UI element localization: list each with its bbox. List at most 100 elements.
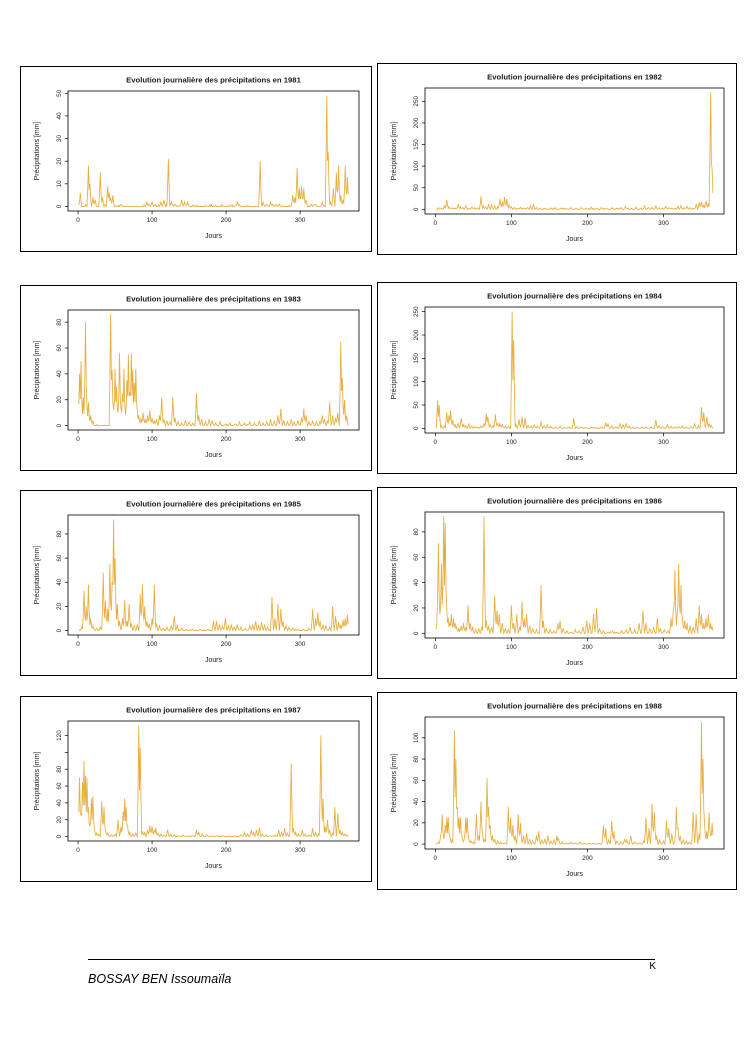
- precip-line-chart-1988-svg: Evolution journalière des précipitations…: [391, 702, 725, 878]
- svg-text:250: 250: [413, 96, 420, 107]
- svg-text:0: 0: [56, 628, 63, 632]
- chart-precipitations-1984: Evolution journalière des précipitations…: [377, 282, 737, 474]
- svg-text:Evolution journalière des préc: Evolution journalière des précipitations…: [126, 76, 301, 85]
- chart-precipitations-1986: Evolution journalière des précipitations…: [377, 487, 737, 679]
- svg-text:20: 20: [56, 396, 63, 404]
- svg-text:200: 200: [582, 439, 593, 446]
- footer-rule: [88, 959, 655, 960]
- svg-text:100: 100: [413, 376, 420, 387]
- svg-text:Jours: Jours: [566, 455, 583, 462]
- precip-line-chart-1982-svg: Evolution journalière des précipitations…: [391, 73, 725, 243]
- svg-text:100: 100: [506, 439, 517, 446]
- precip-line-chart-1984-svg: Evolution journalière des précipitations…: [391, 292, 725, 462]
- svg-text:50: 50: [413, 401, 420, 409]
- svg-text:200: 200: [221, 641, 232, 648]
- svg-text:Jours: Jours: [205, 233, 222, 240]
- svg-text:150: 150: [413, 353, 420, 364]
- svg-text:100: 100: [147, 847, 158, 854]
- svg-text:300: 300: [658, 220, 669, 227]
- svg-text:300: 300: [295, 847, 306, 854]
- svg-text:60: 60: [413, 776, 420, 784]
- svg-text:Evolution journalière des préc: Evolution journalière des précipitations…: [487, 497, 662, 506]
- svg-text:Evolution journalière des préc: Evolution journalière des précipitations…: [487, 73, 662, 82]
- svg-text:Jours: Jours: [205, 657, 222, 664]
- svg-text:20: 20: [56, 816, 63, 824]
- svg-text:60: 60: [413, 553, 420, 561]
- svg-text:300: 300: [658, 855, 669, 862]
- chart-precipitations-1987: Evolution journalière des précipitations…: [20, 696, 372, 882]
- svg-text:50: 50: [413, 184, 420, 192]
- svg-text:Précipitations [mm]: Précipitations [mm]: [34, 752, 41, 811]
- svg-text:10: 10: [56, 180, 63, 188]
- footer-author: BOSSAY BEN Issoumaïla: [88, 972, 232, 986]
- svg-text:200: 200: [582, 644, 593, 651]
- svg-text:100: 100: [147, 641, 158, 648]
- svg-text:Evolution journalière des préc: Evolution journalière des précipitations…: [126, 295, 301, 304]
- svg-text:50: 50: [56, 89, 63, 97]
- svg-text:60: 60: [56, 344, 63, 352]
- svg-text:Précipitations [mm]: Précipitations [mm]: [34, 122, 41, 181]
- svg-text:Jours: Jours: [566, 660, 583, 667]
- svg-text:20: 20: [56, 157, 63, 165]
- svg-text:100: 100: [506, 855, 517, 862]
- footer-page-mark: K: [649, 961, 656, 972]
- svg-text:Jours: Jours: [566, 871, 583, 878]
- svg-text:100: 100: [506, 644, 517, 651]
- svg-text:40: 40: [56, 112, 63, 120]
- svg-text:Précipitations [mm]: Précipitations [mm]: [34, 341, 41, 400]
- svg-text:60: 60: [56, 782, 63, 790]
- svg-text:300: 300: [295, 217, 306, 224]
- svg-text:300: 300: [295, 641, 306, 648]
- svg-text:40: 40: [56, 578, 63, 586]
- svg-text:Evolution journalière des préc: Evolution journalière des précipitations…: [126, 706, 301, 715]
- svg-text:0: 0: [76, 217, 80, 224]
- svg-text:0: 0: [413, 207, 420, 211]
- svg-text:200: 200: [221, 436, 232, 443]
- svg-text:20: 20: [413, 604, 420, 612]
- svg-text:100: 100: [147, 436, 158, 443]
- svg-text:Evolution journalière des préc: Evolution journalière des précipitations…: [487, 702, 662, 711]
- precip-line-chart-1983-svg: Evolution journalière des précipitations…: [34, 295, 360, 459]
- svg-text:Jours: Jours: [205, 863, 222, 870]
- svg-text:40: 40: [413, 579, 420, 587]
- svg-text:40: 40: [413, 798, 420, 806]
- chart-precipitations-1981: Evolution journalière des précipitations…: [20, 66, 372, 252]
- svg-text:80: 80: [413, 755, 420, 763]
- svg-text:200: 200: [413, 329, 420, 340]
- svg-text:Précipitations [mm]: Précipitations [mm]: [391, 754, 398, 813]
- svg-text:0: 0: [76, 847, 80, 854]
- svg-text:40: 40: [56, 799, 63, 807]
- svg-text:0: 0: [413, 631, 420, 635]
- svg-text:0: 0: [434, 220, 438, 227]
- svg-text:Evolution journalière des préc: Evolution journalière des précipitations…: [487, 292, 662, 301]
- svg-text:80: 80: [56, 530, 63, 538]
- svg-text:80: 80: [56, 765, 63, 773]
- svg-text:Précipitations [mm]: Précipitations [mm]: [391, 122, 398, 181]
- svg-text:0: 0: [434, 855, 438, 862]
- svg-text:20: 20: [413, 819, 420, 827]
- svg-text:0: 0: [56, 834, 63, 838]
- precip-line-chart-1986-svg: Evolution journalière des précipitations…: [391, 497, 725, 667]
- chart-precipitations-1985: Evolution journalière des précipitations…: [20, 490, 372, 676]
- svg-text:80: 80: [413, 528, 420, 536]
- svg-text:0: 0: [413, 842, 420, 846]
- svg-text:200: 200: [221, 847, 232, 854]
- svg-text:0: 0: [76, 436, 80, 443]
- svg-text:120: 120: [56, 730, 63, 741]
- svg-text:200: 200: [582, 220, 593, 227]
- precip-line-chart-1981-svg: Evolution journalière des précipitations…: [34, 76, 360, 240]
- svg-text:100: 100: [147, 217, 158, 224]
- svg-text:200: 200: [582, 855, 593, 862]
- svg-text:100: 100: [413, 160, 420, 171]
- chart-precipitations-1983: Evolution journalière des précipitations…: [20, 285, 372, 471]
- svg-text:300: 300: [295, 436, 306, 443]
- svg-text:Jours: Jours: [566, 236, 583, 243]
- svg-text:30: 30: [56, 135, 63, 143]
- chart-precipitations-1982: Evolution journalière des précipitations…: [377, 63, 737, 255]
- svg-text:0: 0: [434, 644, 438, 651]
- svg-text:150: 150: [413, 139, 420, 150]
- svg-text:200: 200: [413, 117, 420, 128]
- svg-text:Jours: Jours: [205, 452, 222, 459]
- svg-text:0: 0: [413, 426, 420, 430]
